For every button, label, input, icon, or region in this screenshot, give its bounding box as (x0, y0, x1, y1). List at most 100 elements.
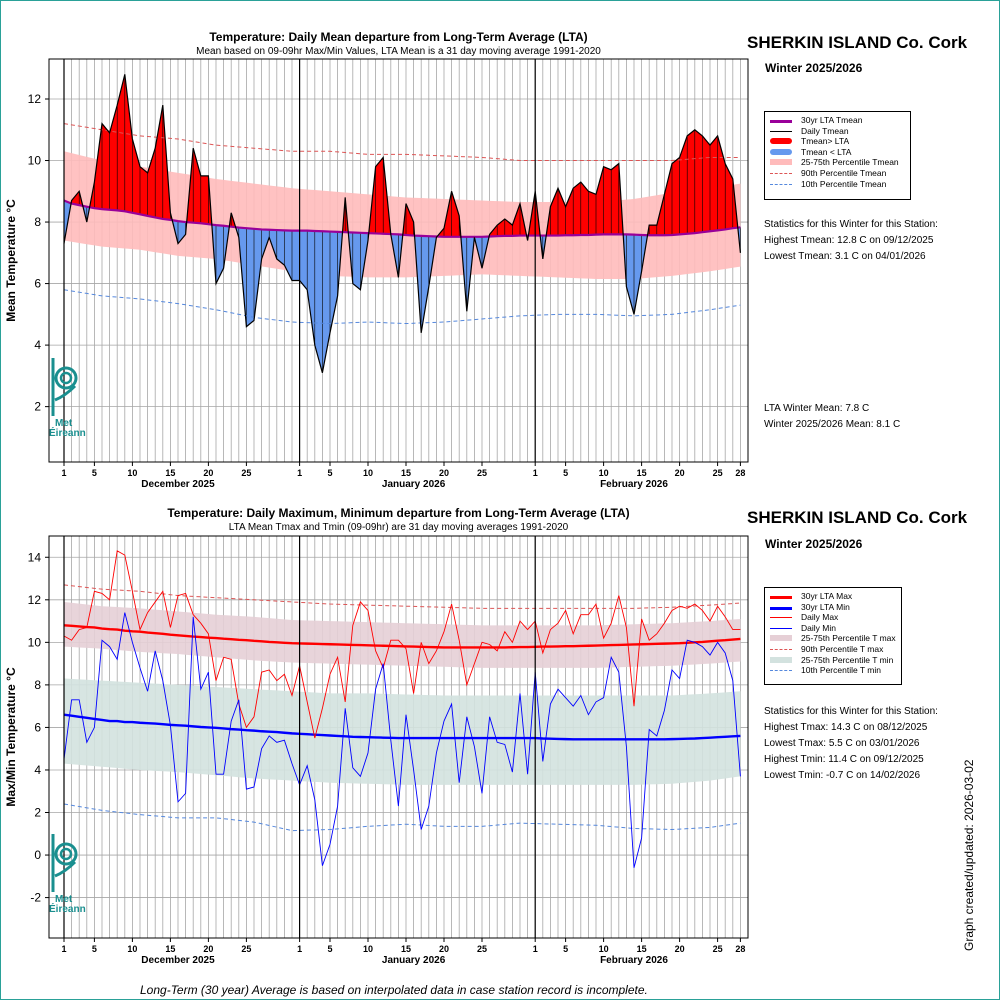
legend-swatch (770, 172, 792, 174)
legend-item: 10th Percentile Tmean (765, 179, 910, 190)
x-tick-label: 25 (477, 468, 487, 478)
anomaly-above-fill (497, 218, 505, 237)
anomaly-above-fill (611, 163, 619, 235)
station-title-bottom: SHERKIN ISLAND Co. Cork (747, 508, 968, 527)
x-tick-label: 1 (61, 944, 66, 954)
anomaly-above-fill (406, 203, 414, 236)
x-tick-label: 28 (735, 944, 745, 954)
x-tick-label: 10 (599, 944, 609, 954)
anomaly-above-fill (596, 166, 604, 235)
season-mean: Winter 2025/2026 Mean: 8.1 C (764, 419, 901, 430)
x-tick-label: 15 (401, 944, 411, 954)
y-tick-label: 8 (34, 215, 41, 229)
x-tick-label: 5 (327, 468, 332, 478)
anomaly-below-fill (314, 230, 323, 373)
anomaly-above-fill (451, 191, 460, 237)
anomaly-above-fill (132, 138, 140, 215)
anomaly-above-fill (558, 188, 566, 236)
anomaly-below-fill (634, 234, 642, 315)
y-tick-label: 2 (34, 806, 41, 820)
legend-label: 25-75th Percentile Tmean (801, 157, 899, 168)
anomaly-above-fill (710, 135, 718, 232)
x-tick-label: 15 (637, 944, 647, 954)
p10-tmean-line (63, 289, 741, 325)
anomaly-below-fill (254, 228, 262, 321)
anomaly-above-fill (702, 135, 710, 233)
x-tick-label: 10 (127, 468, 137, 478)
y-tick-label: 4 (34, 763, 41, 777)
x-tick-label: 5 (327, 944, 332, 954)
legend-swatch (770, 606, 792, 610)
x-tick-label: 10 (363, 468, 373, 478)
y-tick-label: 10 (28, 635, 42, 649)
x-tick-label: 20 (439, 944, 449, 954)
anomaly-above-fill (375, 157, 384, 234)
y-tick-label: 12 (28, 92, 42, 106)
chart-title: Temperature: Daily Mean departure from L… (209, 30, 587, 44)
anomaly-above-fill (102, 123, 110, 210)
anomaly-below-fill (276, 230, 285, 266)
p90-tmean-line (63, 123, 741, 162)
lta-min-line (63, 713, 741, 741)
legend-label: 25-75th Percentile T min (801, 654, 894, 665)
legend-swatch (770, 183, 792, 185)
x-tick-label: 1 (533, 468, 538, 478)
y-axis-label: Max/Min Temperature °C (4, 667, 18, 807)
anomaly-above-fill (725, 163, 733, 230)
anomaly-below-fill (216, 225, 224, 284)
legend-swatch (770, 120, 792, 123)
legend-swatch (770, 656, 792, 663)
anomaly-above-fill (588, 191, 596, 235)
top-stats-heading: Statistics for this Winter for this Stat… (764, 219, 938, 230)
updated-label: Graph created/updated: 2026-03-02 (962, 759, 976, 951)
anomaly-below-fill (261, 229, 270, 259)
season-label-bottom: Winter 2025/2026 (765, 537, 863, 551)
met-eireann-logo-top: Met Éireann (49, 356, 86, 439)
top-means: LTA Winter Mean: 7.8 C Winter 2025/2026 … (764, 401, 900, 433)
anomaly-above-fill (649, 225, 657, 236)
anomaly-below-fill (626, 234, 634, 315)
y-tick-label: -2 (30, 891, 41, 905)
anomaly-above-fill (512, 203, 520, 236)
x-tick-label: 10 (363, 944, 373, 954)
x-tick-label: 25 (241, 944, 251, 954)
legend-item: Tmean> LTA (765, 136, 910, 147)
legend-label: Daily Tmean (801, 125, 849, 136)
percentile-band-tmax (64, 601, 741, 668)
x-tick-label: 1 (61, 468, 66, 478)
logo-text-eireann: Éireann (49, 428, 86, 439)
anomaly-above-fill (140, 166, 148, 216)
x-tick-label: 5 (563, 468, 568, 478)
logo-text-met: Met (55, 894, 73, 905)
legend-swatch (770, 130, 792, 132)
anomaly-below-fill (269, 229, 277, 259)
legend-item: 30yr LTA Min (765, 602, 901, 613)
bottom-stats: Statistics for this Winter for this Stat… (764, 704, 938, 784)
x-tick-label: 10 (599, 468, 609, 478)
legend-bottom: 30yr LTA Max 30yr LTA Min Daily Max Daily M… (764, 587, 902, 685)
y-tick-label: 12 (28, 593, 42, 607)
legend-swatch (770, 148, 792, 155)
x-tick-label: 5 (92, 944, 97, 954)
anomaly-above-fill (694, 129, 703, 234)
chart-subtitle: Mean based on 09-09hr Max/Min Values, LT… (196, 46, 601, 57)
anomaly-below-fill (292, 230, 300, 281)
station-title-top: SHERKIN ISLAND Co. Cork (747, 33, 968, 52)
legend-swatch (770, 617, 792, 619)
daily-max-line (63, 550, 741, 739)
legend-label: Tmean < LTA (801, 146, 852, 157)
legend-item: 90th Percentile Tmean (765, 168, 910, 179)
top-stats: Statistics for this Winter for this Stat… (764, 217, 938, 265)
x-tick-label: 1 (533, 944, 538, 954)
legend-item: 90th Percentile T max (765, 644, 901, 655)
anomaly-above-fill (573, 182, 581, 236)
anomaly-above-fill (193, 148, 201, 224)
chart-title: Temperature: Daily Maximum, Minimum depa… (167, 506, 629, 520)
anomaly-below-fill (322, 231, 330, 373)
logo-text-eireann: Éireann (49, 904, 86, 915)
legend-label: 30yr LTA Min (801, 601, 850, 612)
y-tick-label: 0 (34, 848, 41, 862)
bottom-stats-line: Highest Tmax: 14.3 C on 08/12/2025 (764, 722, 928, 733)
anomaly-above-fill (656, 194, 665, 236)
anomaly-below-fill (352, 232, 361, 290)
